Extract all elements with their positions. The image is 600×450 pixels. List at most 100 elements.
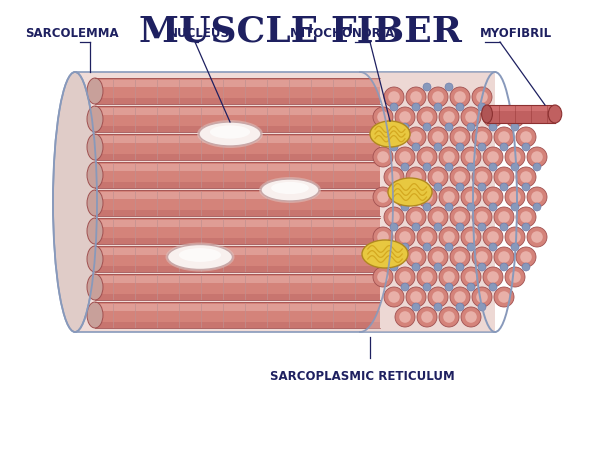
Circle shape bbox=[443, 111, 455, 123]
Ellipse shape bbox=[167, 244, 233, 270]
Circle shape bbox=[423, 283, 431, 291]
Circle shape bbox=[428, 247, 448, 267]
Circle shape bbox=[390, 223, 398, 231]
Circle shape bbox=[434, 143, 442, 151]
Circle shape bbox=[500, 263, 508, 271]
Circle shape bbox=[516, 127, 536, 147]
Circle shape bbox=[445, 203, 453, 211]
Circle shape bbox=[476, 171, 488, 183]
Circle shape bbox=[456, 263, 464, 271]
Circle shape bbox=[505, 187, 525, 207]
Circle shape bbox=[511, 163, 519, 171]
Circle shape bbox=[439, 227, 459, 247]
Circle shape bbox=[373, 267, 393, 287]
Circle shape bbox=[509, 191, 521, 203]
Circle shape bbox=[388, 91, 400, 103]
Polygon shape bbox=[95, 266, 380, 272]
Circle shape bbox=[428, 287, 448, 307]
Circle shape bbox=[505, 147, 525, 167]
Polygon shape bbox=[95, 210, 380, 216]
Circle shape bbox=[478, 263, 486, 271]
Polygon shape bbox=[95, 304, 380, 311]
Circle shape bbox=[467, 123, 475, 131]
Circle shape bbox=[421, 271, 433, 283]
Circle shape bbox=[399, 151, 411, 163]
Circle shape bbox=[423, 83, 431, 91]
Circle shape bbox=[399, 111, 411, 123]
Circle shape bbox=[516, 247, 536, 267]
Circle shape bbox=[417, 307, 437, 327]
Circle shape bbox=[395, 227, 415, 247]
Circle shape bbox=[428, 87, 448, 107]
Circle shape bbox=[373, 107, 393, 127]
Circle shape bbox=[476, 211, 488, 223]
Ellipse shape bbox=[87, 106, 103, 132]
Circle shape bbox=[498, 171, 510, 183]
Circle shape bbox=[522, 223, 530, 231]
Circle shape bbox=[472, 87, 492, 107]
Polygon shape bbox=[95, 276, 380, 283]
Circle shape bbox=[465, 311, 477, 323]
Circle shape bbox=[384, 167, 404, 187]
Circle shape bbox=[467, 243, 475, 251]
Circle shape bbox=[483, 267, 503, 287]
Ellipse shape bbox=[261, 179, 319, 201]
Circle shape bbox=[443, 271, 455, 283]
Polygon shape bbox=[95, 293, 380, 300]
Circle shape bbox=[395, 107, 415, 127]
Circle shape bbox=[454, 171, 466, 183]
Circle shape bbox=[445, 83, 453, 91]
Circle shape bbox=[522, 183, 530, 191]
Circle shape bbox=[443, 151, 455, 163]
Circle shape bbox=[432, 291, 444, 303]
Text: MITOCHONDRIA: MITOCHONDRIA bbox=[290, 27, 395, 40]
Circle shape bbox=[527, 147, 547, 167]
Polygon shape bbox=[95, 78, 380, 104]
Ellipse shape bbox=[388, 178, 432, 206]
Circle shape bbox=[373, 187, 393, 207]
Circle shape bbox=[465, 111, 477, 123]
Ellipse shape bbox=[166, 243, 235, 271]
Circle shape bbox=[390, 143, 398, 151]
Polygon shape bbox=[487, 105, 555, 123]
Circle shape bbox=[443, 311, 455, 323]
Circle shape bbox=[421, 111, 433, 123]
Circle shape bbox=[478, 143, 486, 151]
Ellipse shape bbox=[259, 177, 321, 203]
Circle shape bbox=[384, 207, 404, 227]
Circle shape bbox=[476, 131, 488, 143]
Circle shape bbox=[432, 91, 444, 103]
Circle shape bbox=[483, 227, 503, 247]
Circle shape bbox=[390, 263, 398, 271]
Circle shape bbox=[461, 267, 481, 287]
Ellipse shape bbox=[87, 162, 103, 188]
Circle shape bbox=[401, 123, 409, 131]
Circle shape bbox=[399, 271, 411, 283]
Polygon shape bbox=[75, 72, 495, 332]
Circle shape bbox=[395, 267, 415, 287]
Circle shape bbox=[500, 223, 508, 231]
Circle shape bbox=[456, 303, 464, 311]
Circle shape bbox=[465, 151, 477, 163]
Circle shape bbox=[454, 251, 466, 263]
Circle shape bbox=[465, 231, 477, 243]
Circle shape bbox=[511, 243, 519, 251]
Circle shape bbox=[450, 287, 470, 307]
Circle shape bbox=[509, 271, 521, 283]
Ellipse shape bbox=[87, 274, 103, 300]
Polygon shape bbox=[487, 106, 555, 111]
Circle shape bbox=[483, 107, 503, 127]
Circle shape bbox=[377, 111, 389, 123]
Circle shape bbox=[401, 243, 409, 251]
Circle shape bbox=[399, 191, 411, 203]
Circle shape bbox=[395, 307, 415, 327]
Circle shape bbox=[388, 171, 400, 183]
Circle shape bbox=[500, 143, 508, 151]
Polygon shape bbox=[95, 192, 380, 199]
Text: MUSCLE FIBER: MUSCLE FIBER bbox=[139, 15, 461, 49]
Circle shape bbox=[406, 127, 426, 147]
Circle shape bbox=[456, 103, 464, 111]
Circle shape bbox=[487, 231, 499, 243]
Circle shape bbox=[373, 147, 393, 167]
Circle shape bbox=[494, 127, 514, 147]
